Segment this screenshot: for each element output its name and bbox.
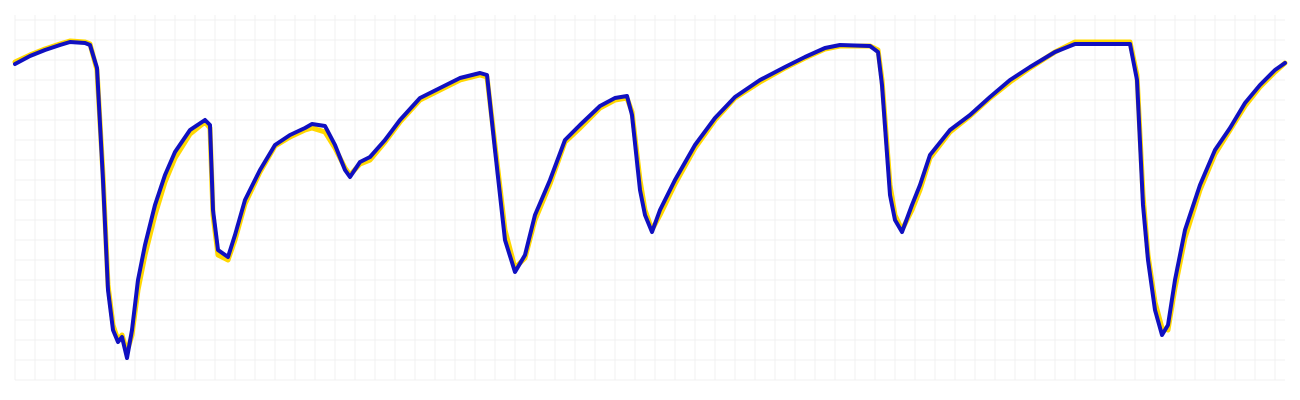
data-line	[13, 40, 1287, 360]
